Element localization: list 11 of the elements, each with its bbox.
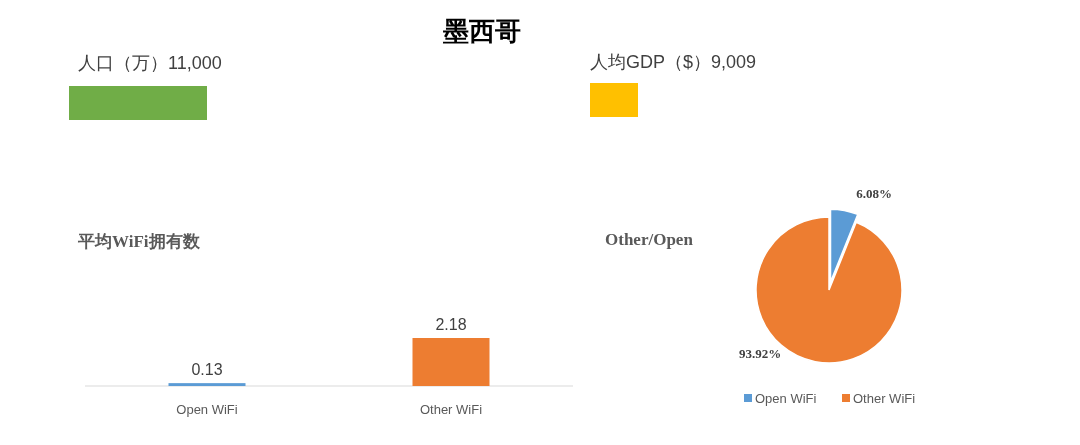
chart-title: 平均WiFi拥有数 — [77, 232, 201, 251]
text: 人均GDP（$）9,009 — [590, 52, 757, 72]
legend-label: Other WiFi — [853, 391, 916, 406]
legend-label: Open WiFi — [755, 391, 817, 406]
data-label: 2.18 — [435, 316, 467, 333]
data-label: 0.13 — [191, 361, 223, 379]
data-label: 93.92% — [738, 346, 782, 361]
text: Other/Open — [605, 230, 694, 249]
text: 墨西哥 — [442, 17, 521, 46]
text: 人口（万）11,000 — [78, 53, 222, 73]
data-label: 6.08% — [856, 186, 892, 201]
